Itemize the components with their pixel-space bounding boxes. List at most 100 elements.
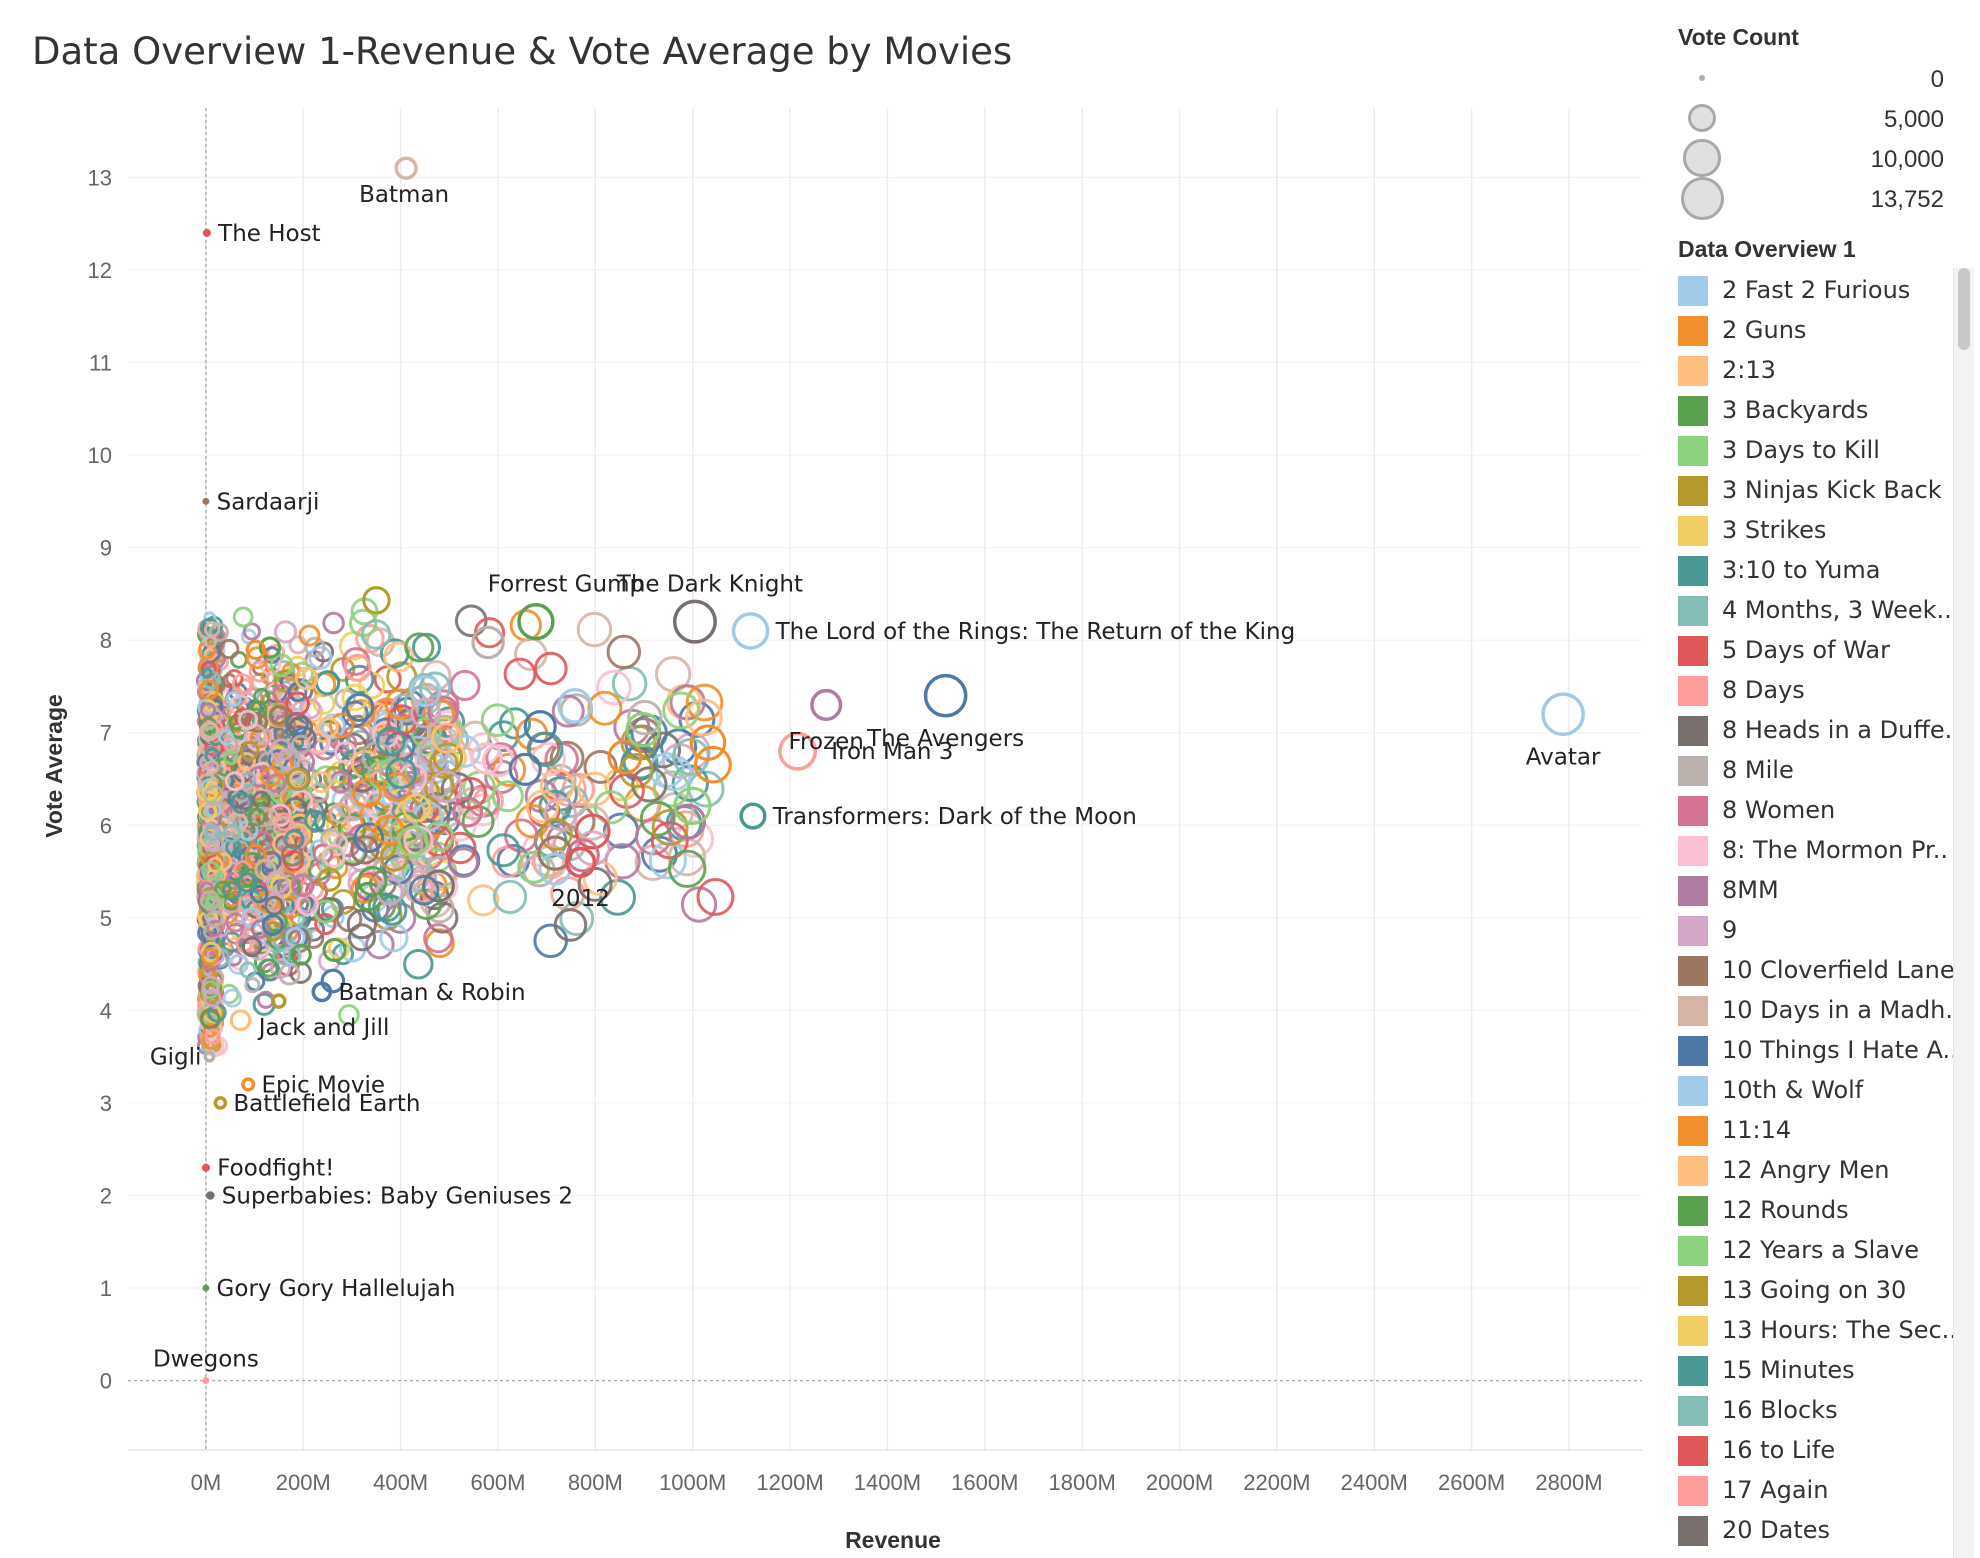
data-point[interactable]: [244, 977, 261, 994]
data-point[interactable]: [278, 871, 297, 891]
color-legend-item[interactable]: 8 Days: [1678, 670, 1948, 710]
color-legend-item[interactable]: 15 Minutes: [1678, 1350, 1948, 1390]
color-legend-item[interactable]: 11:14: [1678, 1110, 1948, 1150]
data-point[interactable]: [344, 664, 375, 695]
data-point[interactable]: [533, 923, 569, 959]
data-point[interactable]: [644, 731, 682, 769]
data-point[interactable]: [329, 802, 352, 824]
labeled-data-point[interactable]: [923, 673, 968, 718]
data-point[interactable]: [422, 869, 455, 903]
legend-scroll-thumb[interactable]: [1958, 268, 1970, 350]
data-point[interactable]: [320, 713, 346, 739]
color-legend-item[interactable]: 16 to Life: [1678, 1430, 1948, 1470]
data-point[interactable]: [298, 624, 321, 647]
data-point[interactable]: [237, 895, 256, 914]
data-point[interactable]: [539, 817, 573, 851]
data-point[interactable]: [408, 874, 440, 906]
data-point[interactable]: [206, 919, 224, 937]
data-point[interactable]: [273, 620, 298, 644]
labeled-data-point[interactable]: [1541, 692, 1585, 737]
color-legend-item[interactable]: 10 Cloverfield Lane: [1678, 950, 1955, 990]
color-legend-item[interactable]: 12 Years a Slave: [1678, 1230, 1948, 1270]
data-point[interactable]: [557, 688, 593, 724]
data-point[interactable]: [596, 669, 632, 706]
data-point[interactable]: [470, 742, 503, 775]
data-point[interactable]: [242, 622, 262, 641]
data-point[interactable]: [338, 1004, 360, 1026]
data-point[interactable]: [231, 673, 253, 695]
color-legend-item[interactable]: 20 Dates: [1678, 1510, 1948, 1550]
data-point[interactable]: [627, 699, 663, 736]
data-point[interactable]: [696, 878, 735, 916]
data-point[interactable]: [282, 945, 302, 966]
data-point[interactable]: [375, 877, 404, 906]
legend-scrollbar[interactable]: [1953, 268, 1974, 1558]
data-point[interactable]: [685, 683, 724, 722]
data-point[interactable]: [286, 767, 310, 791]
color-legend-item[interactable]: 2:13: [1678, 350, 1948, 390]
color-legend-item[interactable]: 16 Blocks: [1678, 1390, 1948, 1430]
data-point[interactable]: [543, 797, 577, 831]
data-point[interactable]: [290, 734, 311, 755]
data-point[interactable]: [285, 691, 310, 717]
data-point[interactable]: [245, 639, 266, 661]
data-point[interactable]: [200, 660, 217, 677]
data-point[interactable]: [236, 872, 258, 893]
data-point[interactable]: [345, 692, 375, 722]
data-point[interactable]: [259, 958, 279, 978]
data-point[interactable]: [650, 821, 689, 860]
color-legend-item[interactable]: 8 Mile: [1678, 750, 1948, 790]
data-point[interactable]: [291, 873, 315, 897]
data-point[interactable]: [343, 653, 372, 682]
data-point[interactable]: [639, 800, 676, 837]
data-point[interactable]: [258, 636, 282, 659]
data-point[interactable]: [283, 796, 308, 821]
color-legend-item[interactable]: 10 Things I Hate A..: [1678, 1030, 1958, 1070]
data-point[interactable]: [264, 895, 284, 916]
data-point[interactable]: [350, 835, 380, 865]
data-point[interactable]: [662, 691, 701, 730]
data-point[interactable]: [201, 975, 221, 995]
data-point[interactable]: [252, 806, 274, 828]
data-point[interactable]: [559, 901, 595, 937]
labeled-data-point[interactable]: [203, 1050, 216, 1063]
data-point[interactable]: [203, 785, 225, 806]
data-point[interactable]: [204, 855, 217, 868]
data-point[interactable]: [607, 739, 643, 775]
data-point[interactable]: [198, 881, 215, 897]
data-point[interactable]: [204, 635, 218, 649]
data-point[interactable]: [383, 641, 415, 673]
data-point[interactable]: [277, 876, 302, 901]
data-point[interactable]: [689, 724, 727, 761]
data-point[interactable]: [237, 709, 259, 730]
color-legend-item[interactable]: 12 Angry Men: [1678, 1150, 1948, 1190]
color-legend-item[interactable]: 10th & Wolf: [1678, 1070, 1948, 1110]
data-point[interactable]: [221, 881, 242, 901]
data-point[interactable]: [199, 702, 217, 719]
data-point[interactable]: [224, 771, 245, 792]
data-point[interactable]: [214, 880, 232, 899]
data-point[interactable]: [631, 766, 668, 803]
data-point[interactable]: [454, 776, 487, 810]
color-legend-item[interactable]: 3 Backyards: [1678, 390, 1948, 430]
data-point[interactable]: [204, 824, 222, 842]
data-point[interactable]: [431, 722, 463, 754]
data-point[interactable]: [244, 843, 267, 866]
data-point[interactable]: [280, 844, 304, 867]
data-point[interactable]: [199, 890, 221, 911]
data-point[interactable]: [393, 696, 422, 726]
data-point[interactable]: [553, 908, 588, 942]
data-point[interactable]: [322, 937, 347, 962]
data-point[interactable]: [310, 771, 333, 794]
data-point[interactable]: [503, 657, 537, 691]
color-legend-item[interactable]: 3 Ninjas Kick Back: [1678, 470, 1948, 510]
dense-point-cluster[interactable]: [195, 586, 735, 1058]
data-point[interactable]: [668, 849, 707, 888]
data-point[interactable]: [534, 651, 568, 686]
data-point[interactable]: [527, 731, 564, 768]
data-point[interactable]: [314, 912, 337, 936]
data-point[interactable]: [222, 824, 242, 843]
data-point[interactable]: [376, 726, 406, 757]
labeled-points[interactable]: [201, 156, 1585, 1384]
